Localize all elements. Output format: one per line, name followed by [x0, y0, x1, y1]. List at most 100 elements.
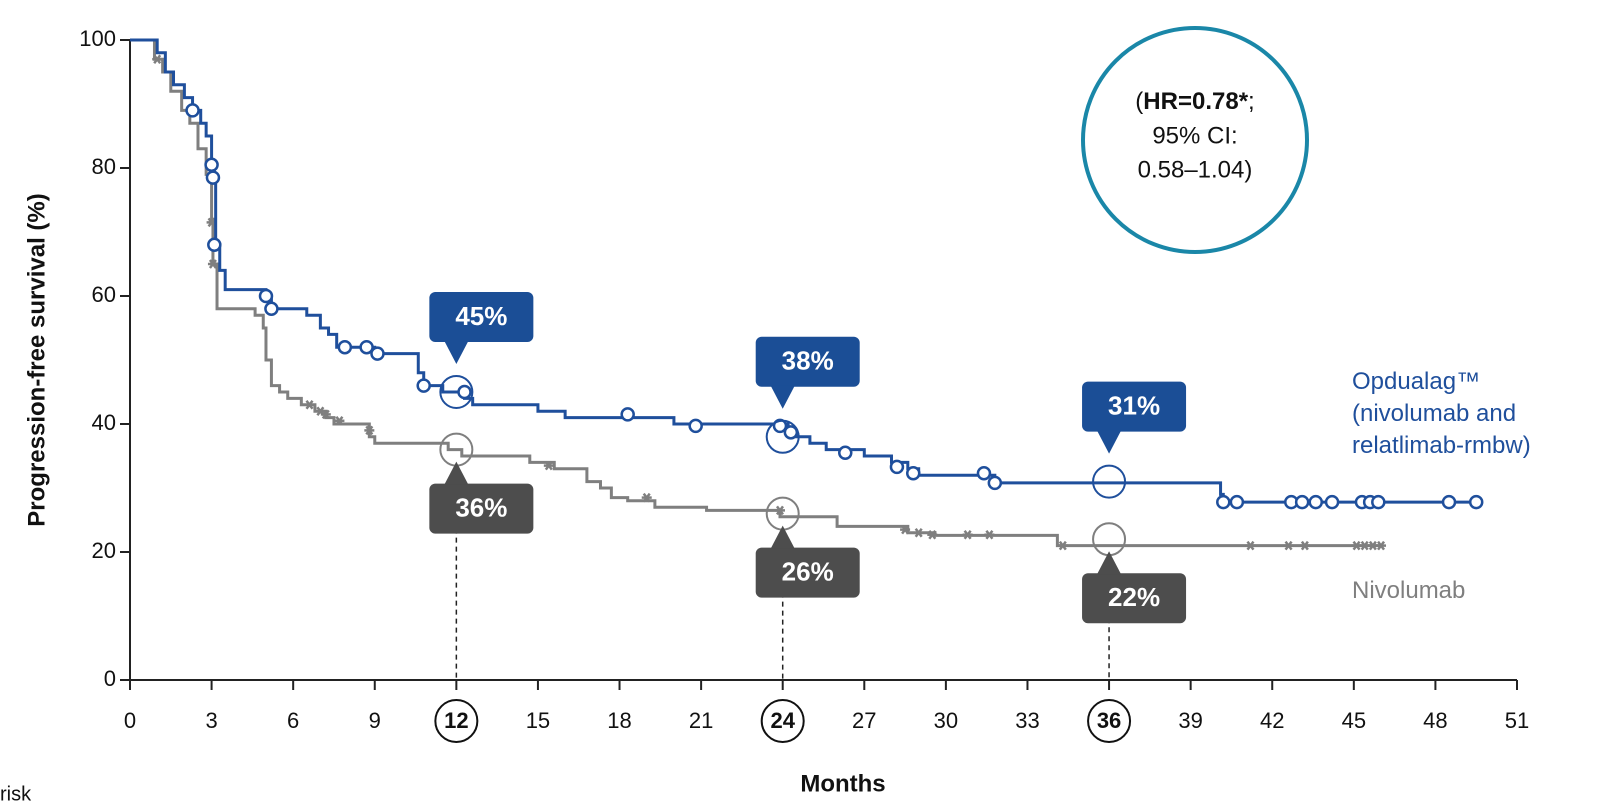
- y-tick-label: 100: [79, 26, 116, 51]
- x-tick-label: 48: [1423, 708, 1447, 733]
- hr-line3: 0.58–1.04): [1138, 156, 1253, 183]
- censor-stroke: [914, 528, 923, 538]
- censor-mark: [207, 259, 218, 269]
- censor-mark: [207, 237, 222, 253]
- censor-mark: [1245, 540, 1256, 551]
- censor-stroke: [321, 409, 330, 420]
- censor-stroke: [1368, 540, 1377, 551]
- censor-mark: [457, 384, 472, 400]
- x-tick-label: 24: [770, 708, 795, 733]
- censor-stroke: [1058, 540, 1067, 551]
- censor-mark: [772, 418, 788, 434]
- hr-line1: (HR=0.78*;: [1135, 88, 1254, 115]
- callout-label: 36%: [455, 492, 507, 522]
- censor-stroke: [316, 406, 325, 416]
- censor-mark: [620, 407, 635, 422]
- censor-stroke: [544, 460, 553, 471]
- x-axis-title: Months: [800, 770, 885, 797]
- callout-label: 22%: [1108, 582, 1160, 612]
- censor-mark: [264, 301, 279, 317]
- x-tick-label: 0: [124, 708, 136, 733]
- landmark-circle: [439, 375, 474, 409]
- x-tick-highlight: [434, 699, 479, 743]
- censor-mark: [258, 288, 274, 304]
- callout-pointer: [444, 461, 469, 485]
- censor-stroke: [153, 54, 162, 64]
- censor-mark: [889, 459, 905, 475]
- footnote: risk: [0, 783, 32, 805]
- censor-mark: [1371, 494, 1386, 510]
- censor-mark: [304, 400, 315, 410]
- censor-mark: [334, 416, 345, 426]
- censor-mark: [337, 339, 353, 355]
- censor-mark: [1229, 494, 1245, 510]
- callout-box: [1082, 381, 1187, 432]
- callout-label: 26%: [782, 556, 834, 586]
- survival-line: [130, 38, 1382, 548]
- censor-mark: [641, 492, 652, 503]
- censor-mark: [1057, 540, 1068, 551]
- censor-stroke: [1284, 540, 1293, 551]
- censor-mark: [205, 170, 221, 185]
- callout-label: 45%: [455, 301, 507, 331]
- legend-entry: Opdualag™ (nivolumab and relatlimab-rmbw…: [1352, 368, 1531, 459]
- censor-mark: [416, 378, 431, 393]
- censor-stroke: [963, 529, 972, 540]
- hr-line2: 95% CI:: [1152, 122, 1237, 149]
- hr-sep: ;: [1248, 88, 1255, 115]
- x-tick-label: 6: [287, 708, 299, 733]
- censor-stroke: [901, 524, 910, 535]
- censor-mark: [1299, 540, 1310, 551]
- censor-stroke: [1360, 540, 1369, 551]
- x-tick-label: 51: [1505, 708, 1529, 733]
- landmark-circle: [1092, 522, 1127, 557]
- y-tick-label: 20: [92, 538, 116, 563]
- hr-value: HR=0.78*: [1143, 88, 1248, 115]
- censor-mark: [1216, 494, 1231, 510]
- landmark-circle: [765, 419, 800, 454]
- censor-mark: [320, 409, 331, 420]
- callout-label: 31%: [1108, 390, 1160, 420]
- censor-stroke: [985, 529, 994, 540]
- x-tick-label: 15: [526, 708, 550, 733]
- legend-entry: Nivolumab: [1352, 577, 1466, 604]
- y-tick-label: 40: [92, 410, 116, 435]
- callout-label: 38%: [782, 346, 834, 376]
- censor-mark: [204, 157, 219, 173]
- censor-mark: [1308, 494, 1323, 510]
- censor-mark: [1441, 494, 1457, 510]
- y-tick-label: 0: [104, 666, 116, 691]
- censor-stroke: [1377, 540, 1386, 551]
- callout-pointer: [770, 385, 795, 409]
- censor-mark: [838, 445, 853, 461]
- censor-mark: [370, 346, 385, 361]
- callout-pointer: [444, 341, 469, 364]
- x-tick-label: 39: [1178, 708, 1202, 733]
- x-tick-highlight: [1087, 699, 1132, 743]
- censor-mark: [152, 54, 163, 64]
- callout-box: [1082, 573, 1187, 624]
- x-tick-label: 30: [934, 708, 958, 733]
- x-tick-label: 18: [607, 708, 631, 733]
- callout-box: [755, 336, 860, 387]
- censor-mark: [900, 524, 911, 535]
- x-tick-label: 27: [852, 708, 876, 733]
- censor-stroke: [208, 259, 217, 269]
- x-tick-label: 3: [205, 708, 217, 733]
- callout-box: [429, 483, 534, 534]
- callout-pointer: [770, 525, 795, 549]
- censor-mark: [1468, 494, 1484, 510]
- callout-box: [755, 547, 860, 598]
- censor-mark: [905, 466, 921, 481]
- censor-mark: [1324, 494, 1340, 510]
- censor-mark: [1376, 540, 1387, 551]
- censor-stroke: [1352, 540, 1361, 551]
- censor-mark: [913, 528, 924, 538]
- censor-stroke: [928, 529, 937, 540]
- callout-pointer: [1097, 551, 1122, 575]
- hr-circle: [1081, 26, 1309, 254]
- y-tick-label: 80: [92, 154, 116, 179]
- censor-mark: [185, 103, 200, 118]
